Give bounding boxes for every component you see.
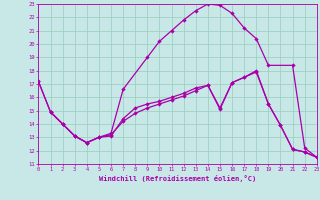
X-axis label: Windchill (Refroidissement éolien,°C): Windchill (Refroidissement éolien,°C) <box>99 175 256 182</box>
